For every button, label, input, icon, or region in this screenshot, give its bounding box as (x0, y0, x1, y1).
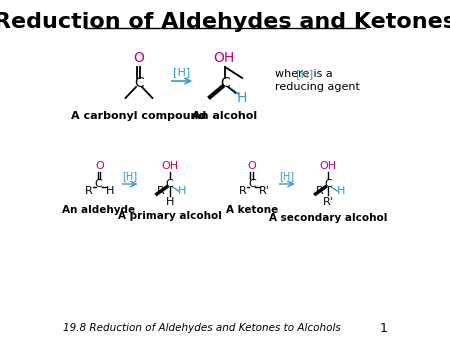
Text: 1: 1 (379, 321, 387, 335)
Text: O: O (134, 51, 144, 65)
Text: H: H (236, 91, 247, 105)
Text: R': R' (323, 197, 334, 207)
Text: Reduction of Aldehydes and Ketones: Reduction of Aldehydes and Ketones (0, 12, 450, 32)
Text: OH: OH (320, 161, 337, 171)
Text: An aldehyde: An aldehyde (62, 205, 135, 215)
Text: where: where (275, 69, 313, 79)
Text: R: R (85, 186, 93, 196)
Text: A ketone: A ketone (226, 205, 278, 215)
Text: O: O (95, 161, 104, 171)
Text: A carbonyl compound: A carbonyl compound (71, 111, 207, 121)
Text: H: H (166, 197, 174, 207)
Text: H: H (337, 186, 345, 196)
Text: R: R (239, 186, 247, 196)
Text: R: R (315, 186, 323, 196)
Text: [H]: [H] (296, 69, 313, 79)
Text: An alcohol: An alcohol (193, 111, 257, 121)
Text: [H]: [H] (173, 67, 190, 77)
Text: A primary alcohol: A primary alcohol (118, 211, 221, 221)
Text: H: H (106, 186, 114, 196)
Text: C: C (166, 179, 174, 189)
Text: C: C (134, 76, 144, 90)
Text: [H]: [H] (122, 171, 138, 181)
Text: C: C (220, 76, 230, 90)
Text: R': R' (259, 186, 270, 196)
Text: [H]: [H] (279, 171, 295, 181)
Text: H: H (178, 186, 187, 196)
Text: OH: OH (213, 51, 234, 65)
Text: reducing agent: reducing agent (275, 82, 360, 92)
Text: OH: OH (161, 161, 178, 171)
Text: 19.8 Reduction of Aldehydes and Ketones to Alcohols: 19.8 Reduction of Aldehydes and Ketones … (63, 323, 340, 333)
Text: C: C (248, 179, 256, 189)
Text: C: C (324, 179, 332, 189)
Text: is a: is a (310, 69, 332, 79)
Text: C: C (94, 179, 103, 189)
Text: R: R (157, 186, 165, 196)
Text: O: O (248, 161, 256, 171)
Text: A secondary alcohol: A secondary alcohol (269, 213, 387, 223)
